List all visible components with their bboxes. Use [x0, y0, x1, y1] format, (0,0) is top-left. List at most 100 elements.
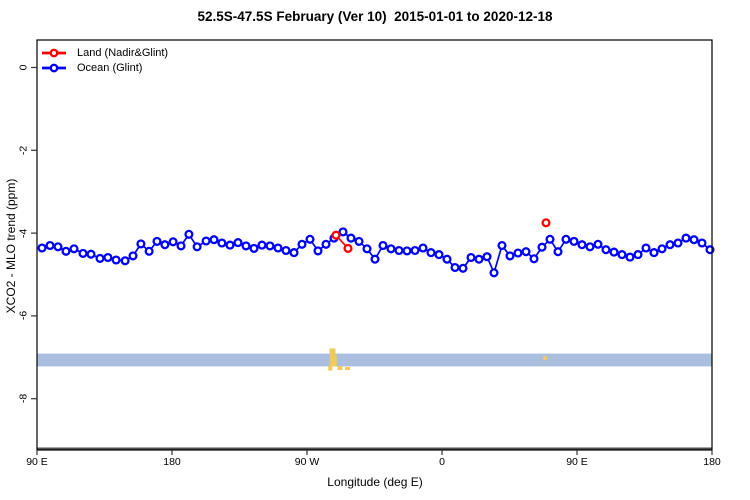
ocean-point	[201, 236, 211, 246]
ocean-point	[649, 248, 659, 258]
ocean-point	[45, 240, 55, 251]
ocean-point	[697, 238, 707, 248]
ocean-point	[160, 240, 170, 250]
ocean-point	[69, 244, 79, 254]
ocean-point	[609, 247, 619, 257]
ocean-point	[346, 233, 356, 243]
ocean-point	[378, 240, 388, 251]
ocean-point	[354, 236, 364, 246]
ocean-point	[673, 238, 683, 248]
ocean-point	[474, 254, 484, 264]
ocean-point	[689, 235, 699, 245]
land-point	[343, 243, 353, 253]
ocean-point	[418, 243, 428, 253]
ocean-point	[601, 245, 611, 255]
ocean-point	[168, 237, 178, 247]
ocean-point	[434, 250, 444, 260]
ocean-point	[209, 235, 219, 245]
ocean-point	[625, 252, 635, 262]
flagged-mark	[337, 366, 343, 371]
ocean-point	[402, 246, 412, 256]
ocean-point	[61, 246, 71, 256]
ocean-point	[577, 240, 587, 250]
ocean-point	[281, 245, 291, 256]
ocean-point	[450, 262, 460, 273]
ocean-point	[136, 239, 146, 249]
ocean-series-marker-icon	[42, 63, 66, 72]
ocean-point	[37, 243, 47, 253]
ocean-point	[128, 251, 138, 261]
ocean-point	[561, 234, 571, 244]
ocean-point	[529, 254, 539, 264]
ocean-point	[681, 233, 691, 243]
ocean-point	[233, 238, 243, 248]
ocean-point	[482, 252, 492, 262]
legend-label-land: Land (Nadir&Glint)	[77, 46, 169, 59]
y-tick-label: -8	[17, 393, 30, 404]
ocean-point	[370, 254, 380, 264]
flagged-mark	[345, 366, 350, 370]
ocean-point	[313, 246, 323, 256]
ocean-point	[297, 239, 307, 249]
ocean-point	[569, 236, 579, 246]
ocean-point	[505, 251, 515, 261]
ocean-point	[265, 241, 275, 251]
ocean-point	[521, 247, 531, 257]
ocean-point	[184, 229, 194, 239]
ocean-point	[617, 250, 627, 260]
ocean-point	[362, 244, 372, 254]
y-tick-label: -4	[17, 228, 30, 239]
ocean-point	[273, 243, 283, 253]
y-tick-label: -2	[17, 145, 30, 156]
ocean-point	[78, 248, 88, 258]
y-tick-label: 0	[17, 64, 30, 71]
chart-title: 52.5S-47.5S February (Ver 10) 2015-01-01…	[197, 9, 553, 24]
ocean-point	[217, 238, 227, 248]
x-tick-label: 90 E	[26, 456, 48, 468]
land-series-marker-icon	[42, 48, 66, 57]
legend-item-ocean: Ocean (Glint)	[41, 60, 168, 75]
x-tick-label: 0	[439, 456, 445, 468]
ocean-point	[489, 268, 499, 278]
ocean-point	[665, 240, 675, 250]
land-point	[541, 218, 551, 228]
ocean-point	[426, 248, 436, 258]
ocean-point	[585, 242, 595, 252]
ocean-point	[338, 227, 348, 237]
ocean-point	[111, 255, 121, 265]
highlight-band	[37, 353, 712, 367]
x-axis-title: Longitude (deg E)	[327, 475, 423, 489]
flagged-mark	[543, 356, 548, 361]
ocean-point	[257, 240, 267, 250]
ocean-point	[95, 253, 105, 263]
ocean-point	[305, 234, 315, 244]
ocean-point	[120, 256, 130, 266]
ocean-point	[386, 244, 396, 254]
ocean-point	[86, 249, 96, 259]
legend-label-ocean: Ocean (Glint)	[77, 61, 143, 74]
x-tick-label: 90 E	[566, 456, 588, 468]
ocean-point	[633, 250, 643, 260]
ocean-point	[53, 242, 63, 252]
ocean-point	[466, 252, 476, 263]
ocean-point	[103, 252, 113, 263]
ocean-point	[144, 246, 154, 256]
x-tick-label: 180	[163, 456, 181, 468]
ocean-point	[152, 236, 162, 246]
ocean-point	[394, 245, 404, 256]
ocean-point	[410, 245, 420, 256]
flagged-mark	[329, 354, 337, 367]
ocean-point	[553, 247, 563, 257]
ocean-point	[537, 242, 547, 252]
ocean-point	[497, 240, 507, 251]
ocean-point	[545, 234, 555, 244]
ocean-point	[192, 242, 202, 252]
x-tick-label: 180	[703, 456, 721, 468]
ocean-point	[513, 248, 523, 258]
ocean-point	[321, 239, 331, 249]
ocean-point	[442, 254, 452, 264]
ocean-point	[657, 244, 667, 254]
ocean-point	[289, 248, 299, 258]
